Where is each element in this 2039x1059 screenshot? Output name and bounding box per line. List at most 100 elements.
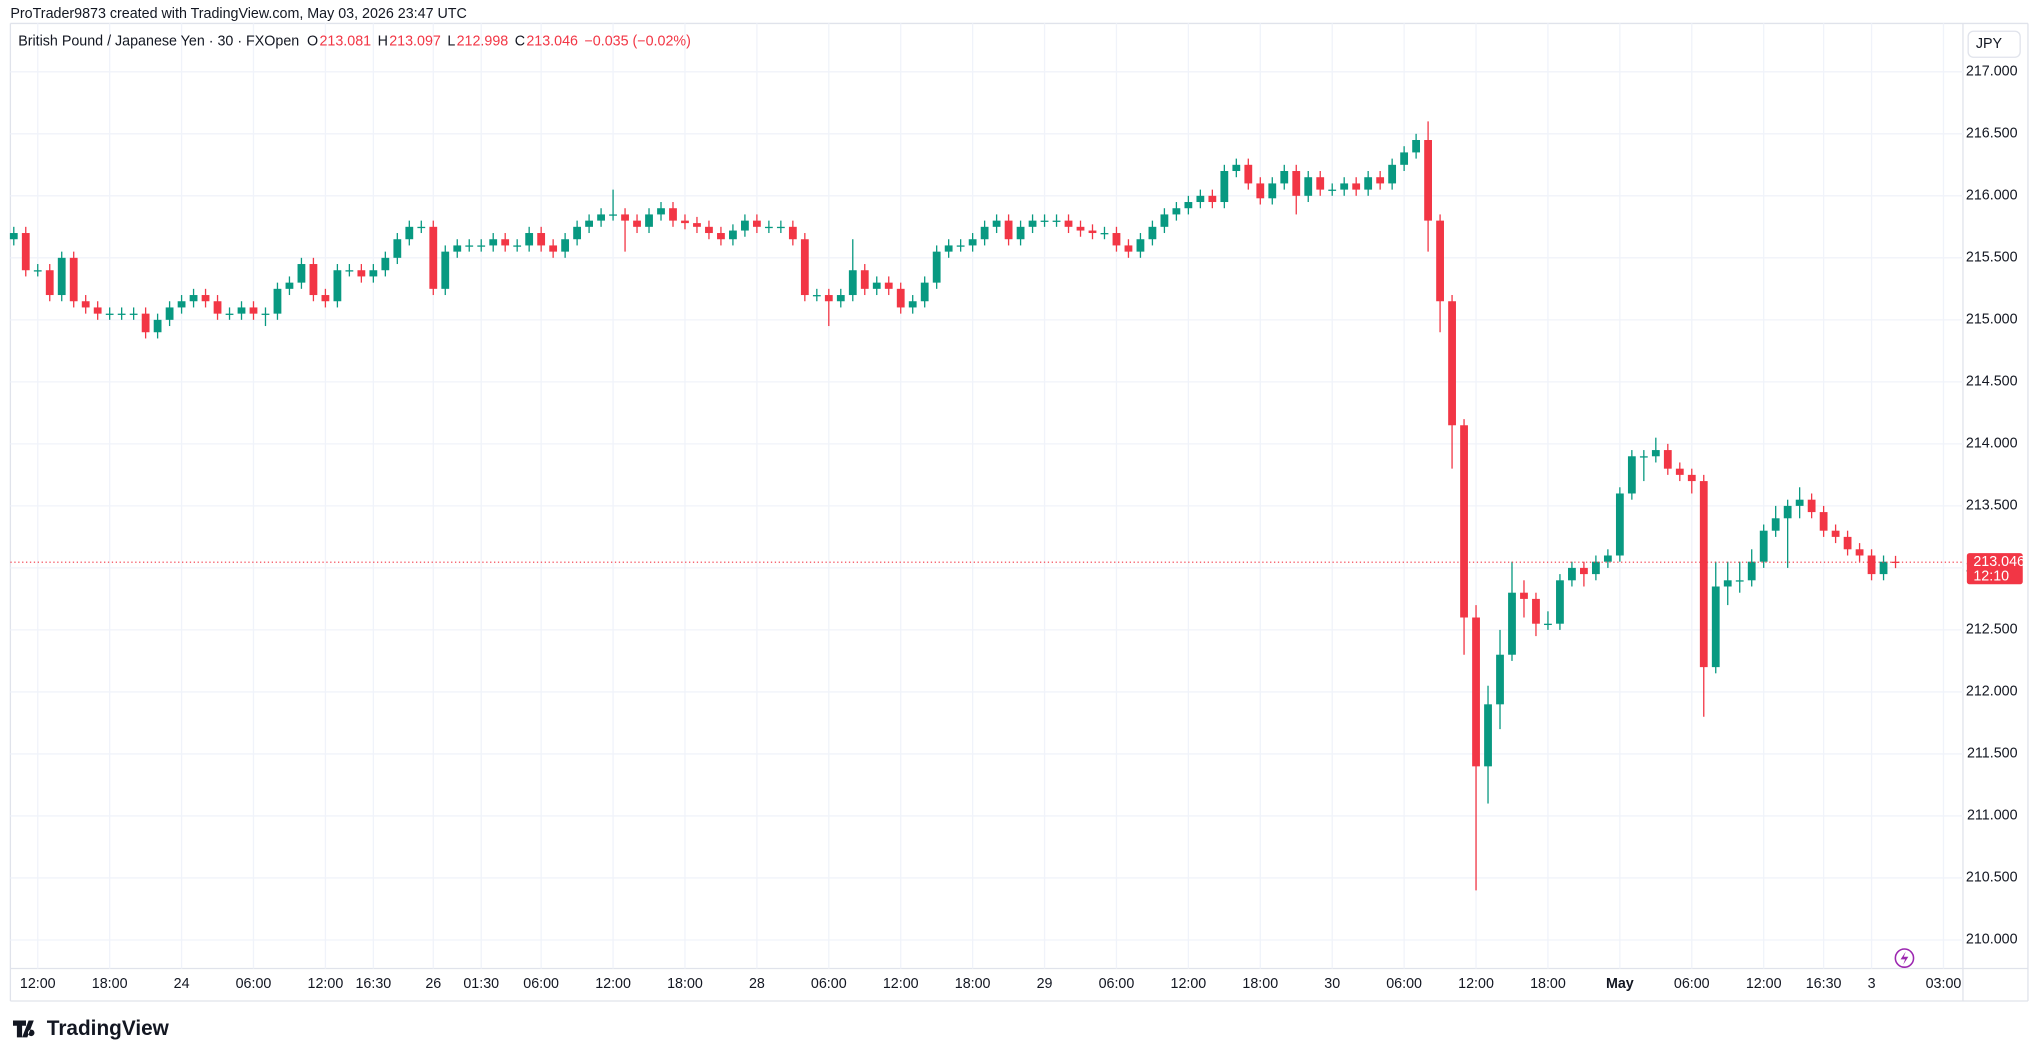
candle-body	[992, 220, 1001, 227]
ohlc-value: 212.998	[457, 33, 509, 49]
candle-body	[57, 257, 66, 296]
candle-body	[1220, 171, 1229, 203]
x-tick-label: 12:00	[595, 976, 631, 992]
candle-body	[525, 233, 534, 246]
candle-body	[21, 233, 30, 271]
candle-body	[980, 226, 989, 240]
candle-body	[1891, 561, 1900, 563]
candle-body	[1783, 505, 1792, 519]
candle-body	[968, 239, 977, 246]
candle-body	[1268, 183, 1277, 199]
candle-body	[1424, 140, 1432, 221]
y-tick-label: 214.000	[1966, 436, 2018, 452]
candle-body	[1148, 226, 1157, 240]
candle-body	[453, 245, 462, 252]
candle-body	[872, 282, 881, 289]
candle-body	[1699, 481, 1708, 668]
candle-body	[309, 264, 318, 296]
candle-body	[1232, 164, 1241, 172]
candle-body	[369, 270, 378, 277]
candle-body	[141, 313, 150, 333]
candle-body	[764, 226, 773, 229]
x-tick-label: 03:00	[1926, 976, 1962, 992]
candle-body	[189, 295, 198, 302]
candle-body	[705, 226, 713, 234]
candle-body	[1508, 592, 1516, 655]
candle-body	[1100, 233, 1109, 235]
candle-body	[1580, 567, 1588, 575]
x-tick-label: 18:00	[955, 976, 991, 992]
candle-body	[273, 288, 282, 314]
y-tick-label: 211.000	[1967, 808, 2018, 824]
candle-body	[1136, 239, 1145, 252]
brand: TradingView	[47, 1017, 170, 1040]
currency-box[interactable]	[1967, 30, 2021, 58]
candle-body	[1388, 164, 1397, 184]
candle-body	[1663, 450, 1672, 469]
candle-body	[1448, 301, 1456, 426]
candle-body	[633, 220, 641, 227]
candle-body	[1028, 220, 1037, 227]
candle-body	[1603, 555, 1612, 562]
candle-body	[153, 319, 162, 333]
candle-body	[1376, 177, 1385, 184]
candle-body	[1855, 549, 1864, 556]
candle-body	[693, 223, 701, 227]
candle-body	[1352, 183, 1361, 190]
candle-body	[489, 239, 498, 246]
candle-body	[81, 301, 90, 308]
candle-body	[657, 208, 665, 215]
candle-body	[860, 270, 869, 289]
ohlc-key: L	[447, 33, 455, 49]
candle-body	[741, 220, 749, 231]
candle-body	[1556, 580, 1564, 624]
y-tick-label: 211.500	[1967, 746, 2018, 762]
candle-body	[1615, 493, 1624, 556]
y-tick-label: 210.000	[1966, 932, 2018, 948]
candle-body	[1627, 456, 1636, 494]
candle-body	[1064, 220, 1073, 227]
x-tick-label: 12:00	[1171, 976, 1207, 992]
x-tick-label: 12:00	[883, 976, 919, 992]
candle-body	[717, 233, 725, 240]
candle-body	[884, 282, 893, 289]
x-tick-label: 3	[1868, 976, 1876, 992]
candle-body	[1184, 202, 1193, 209]
candle-body	[549, 245, 558, 252]
candle-body	[441, 251, 450, 289]
x-tick-label: 16:30	[1806, 976, 1842, 992]
candle-body	[585, 220, 593, 227]
y-tick-label: 210.500	[1966, 870, 2018, 886]
candle-body	[848, 270, 857, 296]
price-tag-label: 213.046	[1973, 554, 2025, 570]
candle-body	[357, 270, 366, 277]
candle-body	[1807, 499, 1816, 513]
candle-body	[824, 295, 833, 302]
currency: JPY	[1976, 36, 2003, 52]
candle-body	[225, 313, 234, 315]
candle-body	[117, 313, 126, 315]
candle-body	[477, 245, 486, 247]
alert-icon[interactable]	[1894, 948, 1915, 968]
candle-body	[1735, 580, 1744, 582]
candle-body	[405, 226, 414, 240]
candle-body	[513, 245, 522, 247]
candle-body	[944, 245, 953, 252]
candle-body	[836, 295, 845, 302]
candle-body	[237, 307, 246, 314]
ohlc-value: 213.081	[319, 33, 371, 49]
x-tick-label: May	[1606, 976, 1634, 992]
candle-body	[501, 239, 510, 246]
candle-body	[1280, 171, 1289, 184]
candle-body	[1795, 499, 1804, 506]
candle-body	[1723, 580, 1732, 587]
candle-body	[1088, 230, 1097, 234]
candle-body	[417, 226, 426, 229]
candle-body	[1544, 623, 1552, 626]
candle-body	[45, 270, 54, 296]
candle-body	[1340, 183, 1349, 190]
candle-body	[393, 239, 402, 258]
candle-body	[920, 282, 929, 302]
y-tick-label: 216.500	[1966, 126, 2018, 142]
candle-body	[1052, 220, 1061, 222]
